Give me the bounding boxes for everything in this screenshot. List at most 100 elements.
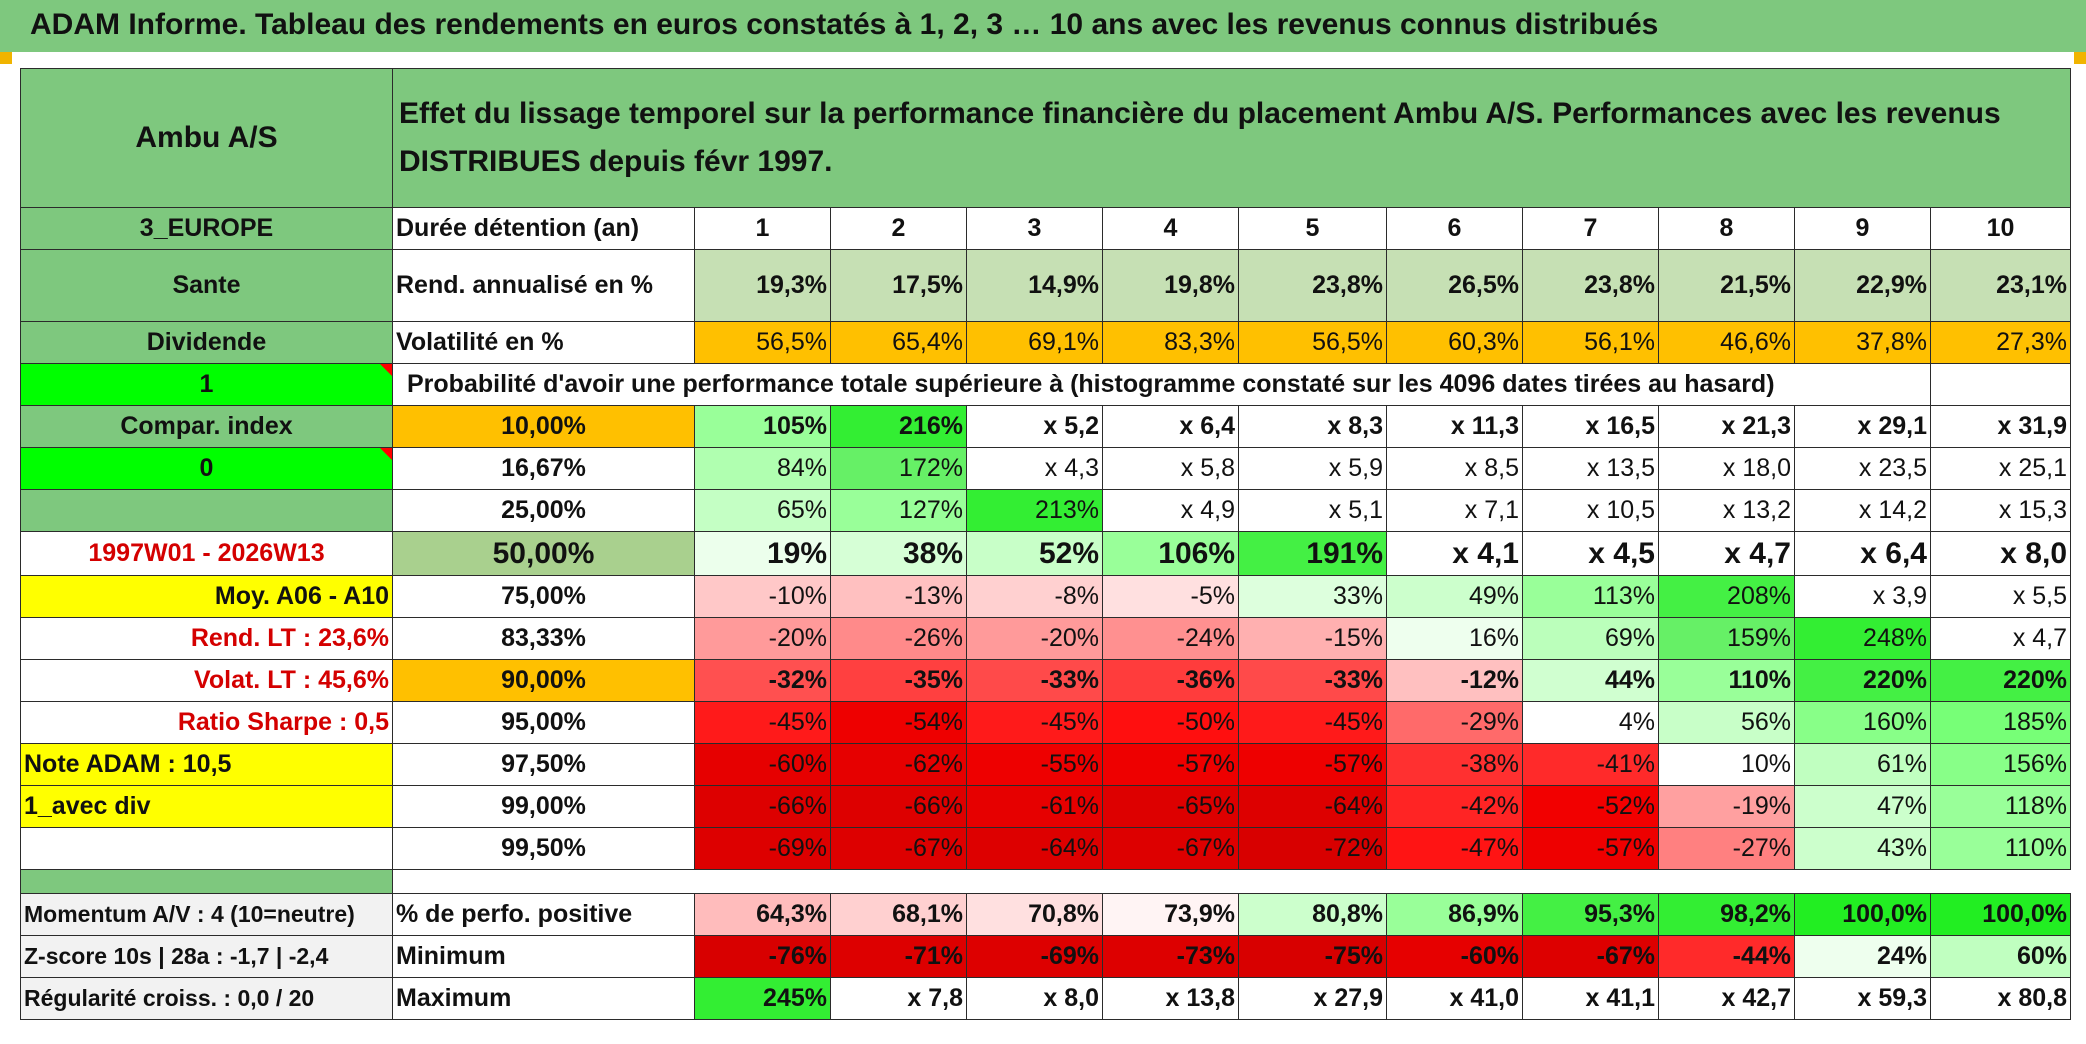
report-banner: ADAM Informe. Tableau des rendements en … bbox=[0, 0, 2086, 52]
year-header: 2 bbox=[830, 207, 967, 250]
table-row: 1 Probabilité d'avoir une performance tot… bbox=[20, 363, 2072, 406]
probability-value: x 5,8 bbox=[1102, 447, 1239, 490]
probability-value: x 6,4 bbox=[1794, 531, 1931, 576]
table-row: Régularité croiss. : 0,0 / 20 Maximum 245%… bbox=[20, 977, 2072, 1020]
rend-value: 23,8% bbox=[1522, 249, 1659, 322]
positive-perf-value: 70,8% bbox=[966, 893, 1103, 936]
table-row: Z-score 10s | 28a : -1,7 | -2,4 Minimum -7… bbox=[20, 935, 2072, 978]
probability-value: -45% bbox=[966, 701, 1103, 744]
maximum-value: 245% bbox=[694, 977, 831, 1020]
minimum-value: -75% bbox=[1238, 935, 1387, 978]
probability-value: -57% bbox=[1522, 827, 1659, 870]
probability-value: -15% bbox=[1238, 617, 1387, 660]
avec-div-label: 1_avec div bbox=[20, 785, 393, 828]
regularite-label: Régularité croiss. : 0,0 / 20 bbox=[20, 977, 393, 1020]
probability-value: x 5,2 bbox=[966, 405, 1103, 448]
probability-value: -72% bbox=[1238, 827, 1387, 870]
probability-value: 118% bbox=[1929, 785, 2072, 828]
probability-value: 4% bbox=[1522, 701, 1659, 744]
minimum-value: -71% bbox=[830, 935, 967, 978]
probability-threshold: 75,00% bbox=[392, 575, 695, 618]
note-adam-label: Note ADAM : 10,5 bbox=[20, 743, 393, 786]
probability-value: x 5,1 bbox=[1238, 489, 1387, 532]
rend-lt-label: Rend. LT : 23,6% bbox=[20, 617, 393, 660]
probability-threshold: 25,00% bbox=[392, 489, 695, 532]
rend-value: 19,8% bbox=[1102, 249, 1239, 322]
table-row: 1997W01 - 2026W13 50,00% 19% 38% 52% 106% 191%… bbox=[20, 531, 2072, 576]
probability-value: x 10,5 bbox=[1522, 489, 1659, 532]
years-label: Durée détention (an) bbox=[392, 207, 695, 250]
probability-value: 84% bbox=[694, 447, 831, 490]
probability-value: x 3,9 bbox=[1794, 575, 1931, 618]
probability-value: x 4,5 bbox=[1522, 531, 1659, 576]
probability-value: 49% bbox=[1386, 575, 1523, 618]
probability-value: -41% bbox=[1522, 743, 1659, 786]
positive-perf-value: 100,0% bbox=[1929, 893, 2072, 936]
sharpe-label: Ratio Sharpe : 0,5 bbox=[20, 701, 393, 744]
probability-value: 33% bbox=[1238, 575, 1387, 618]
volat-lt-label: Volat. LT : 45,6% bbox=[20, 659, 393, 702]
table-row: Rend. LT : 23,6% 83,33% -20% -26% -20% -24% -1… bbox=[20, 617, 2072, 660]
region-label: 3_EUROPE bbox=[20, 207, 393, 250]
probability-value: 52% bbox=[966, 531, 1103, 576]
probability-threshold: 10,00% bbox=[392, 405, 695, 448]
vol-value: 27,3% bbox=[1929, 321, 2072, 364]
probability-value: -67% bbox=[830, 827, 967, 870]
probability-value: x 6,4 bbox=[1102, 405, 1239, 448]
probability-value: -62% bbox=[830, 743, 967, 786]
probability-value: -35% bbox=[830, 659, 967, 702]
empty-cell bbox=[392, 869, 2071, 894]
maximum-value: x 27,9 bbox=[1238, 977, 1387, 1020]
maximum-value: x 7,8 bbox=[830, 977, 967, 1020]
minimum-value: -44% bbox=[1658, 935, 1795, 978]
probability-threshold: 16,67% bbox=[392, 447, 695, 490]
positive-perf-label: % de perfo. positive bbox=[392, 893, 695, 936]
probability-value: 127% bbox=[830, 489, 967, 532]
maximum-value: x 8,0 bbox=[966, 977, 1103, 1020]
rend-value: 23,1% bbox=[1929, 249, 2072, 322]
probability-value: 47% bbox=[1794, 785, 1931, 828]
rend-value: 17,5% bbox=[830, 249, 967, 322]
probability-value: 156% bbox=[1929, 743, 2072, 786]
probability-value: 213% bbox=[966, 489, 1103, 532]
rend-value: 19,3% bbox=[694, 249, 831, 322]
probability-value: x 18,0 bbox=[1658, 447, 1795, 490]
positive-perf-value: 86,9% bbox=[1386, 893, 1523, 936]
year-header: 4 bbox=[1102, 207, 1239, 250]
probability-value: -69% bbox=[694, 827, 831, 870]
maximum-value: x 42,7 bbox=[1658, 977, 1795, 1020]
table-row: Volat. LT : 45,6% 90,00% -32% -35% -33% -36% -… bbox=[20, 659, 2072, 702]
probability-value: 172% bbox=[830, 447, 967, 490]
probability-threshold: 97,50% bbox=[392, 743, 695, 786]
year-header: 10 bbox=[1929, 207, 2072, 250]
year-header: 7 bbox=[1522, 207, 1659, 250]
maximum-value: x 41,0 bbox=[1386, 977, 1523, 1020]
probability-value: -54% bbox=[830, 701, 967, 744]
period-label: 1997W01 - 2026W13 bbox=[20, 531, 393, 576]
probability-value: 65% bbox=[694, 489, 831, 532]
probability-value: 220% bbox=[1794, 659, 1931, 702]
empty-cell bbox=[1929, 363, 2072, 406]
minimum-value: -60% bbox=[1386, 935, 1523, 978]
probability-value: -38% bbox=[1386, 743, 1523, 786]
minimum-label: Minimum bbox=[392, 935, 695, 978]
vol-value: 56,5% bbox=[694, 321, 831, 364]
probability-threshold: 99,50% bbox=[392, 827, 695, 870]
probability-value: -32% bbox=[694, 659, 831, 702]
performance-table: Ambu A/S Effet du lissage temporel sur l… bbox=[20, 68, 2072, 1020]
probability-value: -45% bbox=[694, 701, 831, 744]
vol-value: 60,3% bbox=[1386, 321, 1523, 364]
probability-value: x 5,5 bbox=[1929, 575, 2072, 618]
rend-value: 21,5% bbox=[1658, 249, 1795, 322]
rend-label: Rend. annualisé en % bbox=[392, 249, 695, 322]
probability-value: -47% bbox=[1386, 827, 1523, 870]
probability-value: x 29,1 bbox=[1794, 405, 1931, 448]
table-row: 99,50% -69% -67% -64% -67% -72% -47% -57% -27% 43… bbox=[20, 827, 2072, 870]
positive-perf-value: 68,1% bbox=[830, 893, 967, 936]
empty-cell bbox=[20, 869, 393, 894]
probability-value: -8% bbox=[966, 575, 1103, 618]
probability-value: 10% bbox=[1658, 743, 1795, 786]
corner-marker bbox=[2074, 52, 2086, 64]
probability-threshold: 83,33% bbox=[392, 617, 695, 660]
year-header: 5 bbox=[1238, 207, 1387, 250]
